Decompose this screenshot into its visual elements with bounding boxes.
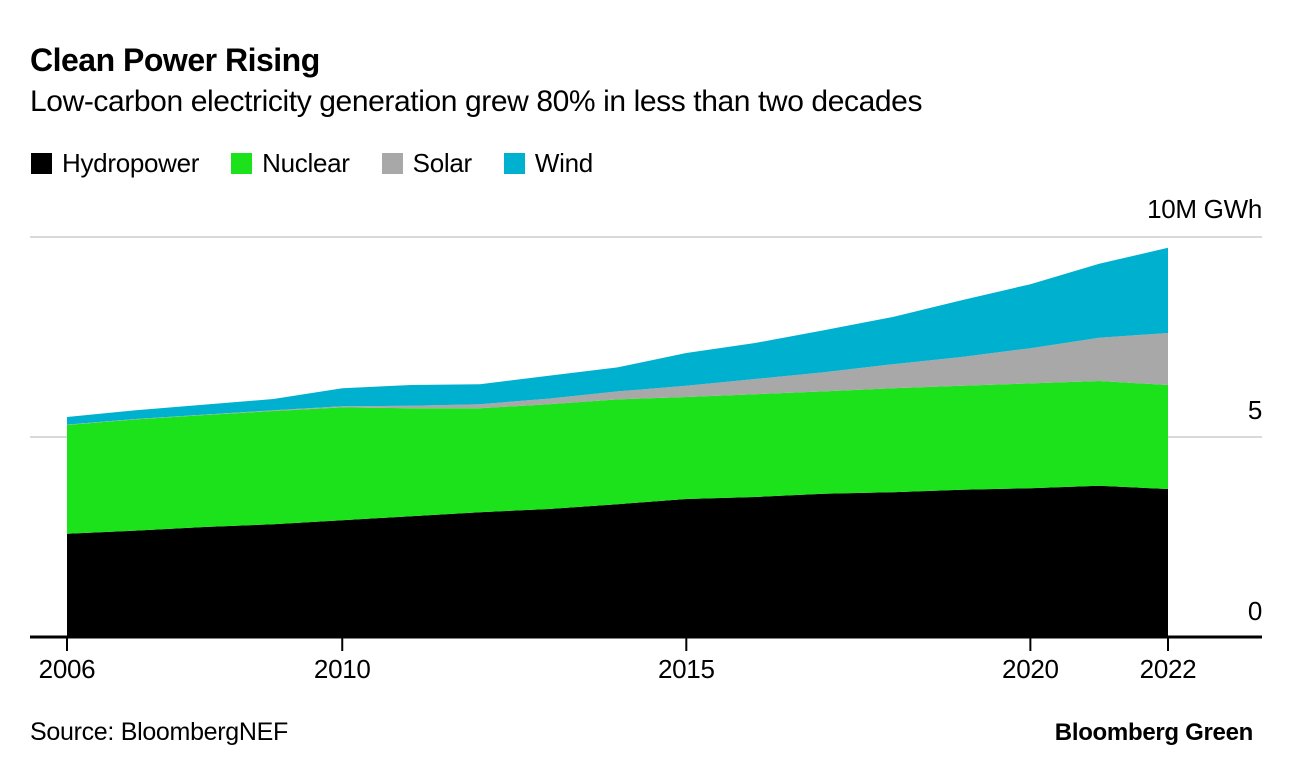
solar-swatch-icon: [381, 153, 403, 174]
legend-label: Wind: [534, 148, 593, 178]
nuclear-swatch-icon: [231, 153, 253, 174]
legend-label: Nuclear: [262, 148, 350, 178]
area-solar: [67, 333, 1168, 425]
legend-item-hydropower: Hydropower: [31, 148, 199, 179]
hydropower-swatch-icon: [31, 153, 52, 174]
y-axis-unit-label: 10M GWh: [1147, 194, 1262, 224]
stacked-area-chart: [30, 236, 1262, 651]
area-nuclear: [67, 381, 1168, 534]
y-tick-label-0: 0: [1247, 596, 1262, 626]
x-tick-label-2010: 2010: [313, 654, 371, 684]
x-tick-label-2015: 2015: [657, 654, 715, 684]
legend-label: Solar: [412, 148, 473, 178]
page-title: Clean Power Rising: [30, 42, 320, 78]
x-tick-label-2020: 2020: [1002, 654, 1059, 684]
source-attribution: Source: BloombergNEF: [30, 718, 289, 746]
chart-subtitle: Low-carbon electricity generation grew 8…: [30, 85, 923, 118]
brand-logo-text: Bloomberg Green: [1054, 719, 1254, 746]
x-tick-label-2006: 2006: [38, 654, 96, 684]
y-tick-label-5: 5: [1247, 395, 1262, 425]
legend-label: Hydropower: [62, 148, 200, 178]
legend-item-nuclear: Nuclear: [231, 148, 350, 179]
wind-swatch-icon: [503, 153, 525, 174]
x-tick-label-2022: 2022: [1139, 654, 1197, 684]
legend-item-solar: Solar: [381, 148, 473, 179]
legend-item-wind: Wind: [503, 148, 593, 179]
chart-legend: Hydropower Nuclear Solar Wind: [31, 148, 593, 179]
area-hydropower: [67, 485, 1168, 637]
area-wind: [67, 247, 1168, 425]
